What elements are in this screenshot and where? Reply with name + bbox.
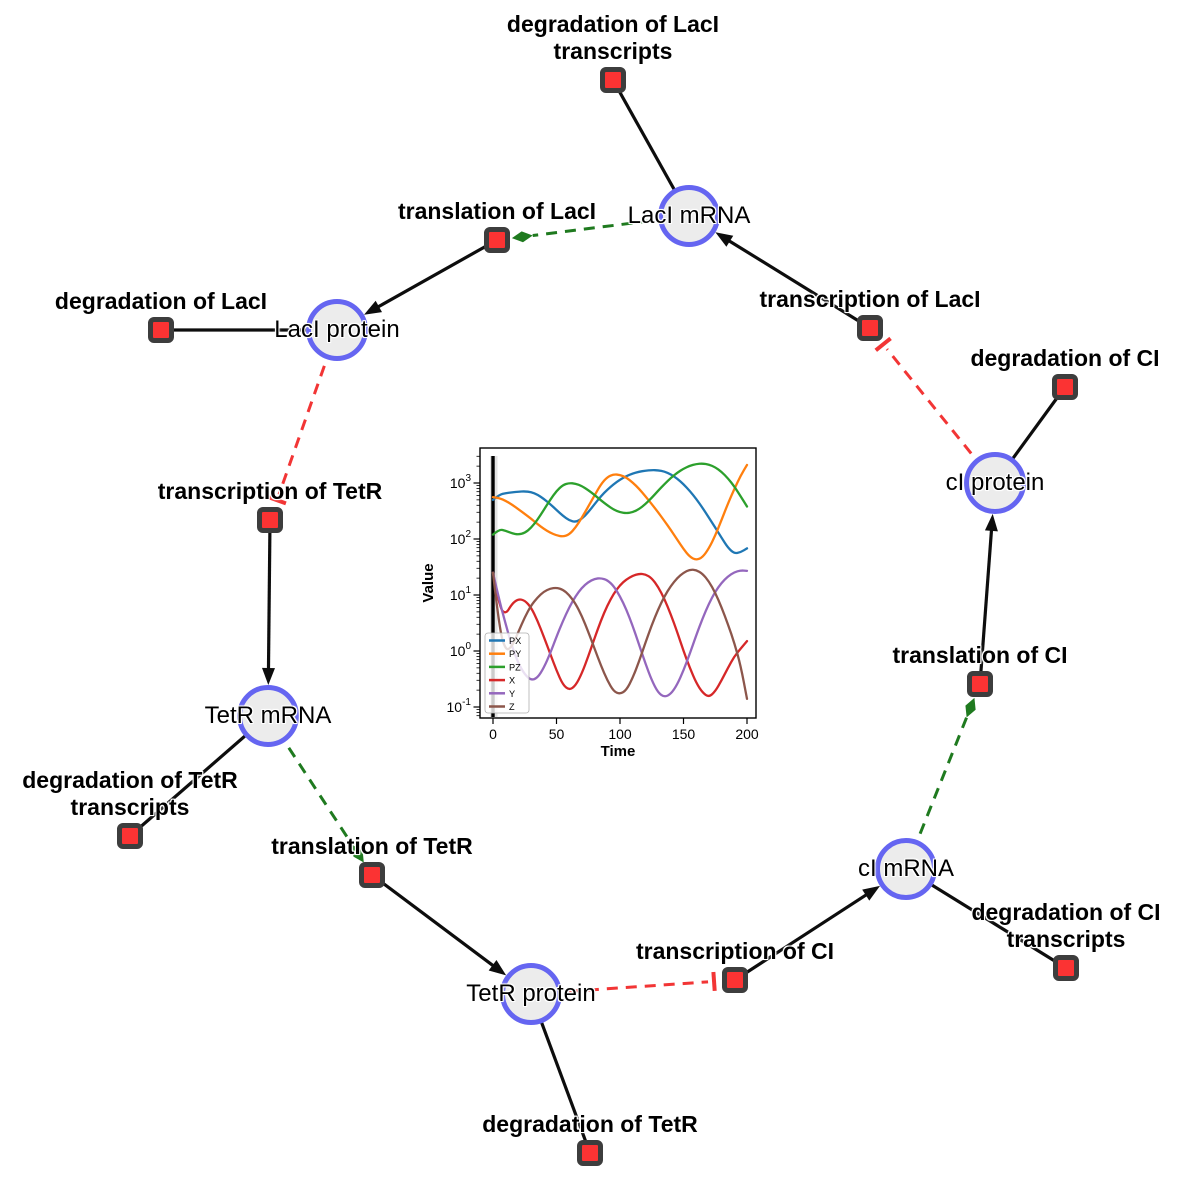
legend-label-Y: Y bbox=[509, 689, 515, 699]
y-tick-label: 101 bbox=[450, 585, 472, 603]
y-axis-title: Value bbox=[420, 563, 437, 602]
reaction-node-tx_ci[interactable] bbox=[722, 967, 748, 993]
species-node-laci_protein[interactable] bbox=[306, 299, 368, 361]
species-label-ci_mrna: cI mRNA bbox=[858, 855, 954, 882]
edge-transl_ci-ci_protein-arrowhead bbox=[984, 513, 998, 532]
edge-ci_protein-tx_laci-tbar bbox=[874, 336, 892, 352]
edge-ci_mrna-transl_ci-diamond bbox=[965, 697, 976, 718]
series-Z-line bbox=[491, 568, 749, 700]
legend-label-PZ: PZ bbox=[509, 662, 521, 672]
reaction-label-line: transcription of TetR bbox=[157, 478, 383, 504]
species-label-ci_protein: cI protein bbox=[945, 469, 1045, 496]
y-tick-label: 103 bbox=[450, 473, 472, 491]
reaction-label-line: translation of CI bbox=[892, 642, 1068, 668]
reaction-node-tx_laci[interactable] bbox=[857, 315, 883, 341]
reaction-label-deg_laci_tx: degradation of LacI transcripts bbox=[507, 11, 719, 65]
reaction-label-line: transcription of LacI bbox=[759, 286, 981, 312]
legend-label-Z: Z bbox=[509, 702, 515, 712]
y-tick-label: 102 bbox=[450, 529, 472, 547]
reaction-label-line: degradation of CI bbox=[970, 345, 1160, 371]
reaction-label-line: transcripts bbox=[1006, 926, 1126, 952]
reaction-label-deg_laci: degradation of LacI bbox=[55, 288, 267, 315]
reaction-label-line: translation of TetR bbox=[271, 833, 473, 859]
reaction-node-deg_laci[interactable] bbox=[148, 317, 174, 343]
chart-legend: PX PY PZ XYZ bbox=[484, 632, 530, 714]
edge-transl_tetr-tetr_protein bbox=[371, 873, 496, 968]
reaction-node-deg_ci[interactable] bbox=[1052, 374, 1078, 400]
series-PY-line bbox=[491, 463, 749, 561]
reaction-node-deg_laci_tx[interactable] bbox=[600, 67, 626, 93]
edge-transl_ci-ci_protein bbox=[978, 528, 994, 685]
reaction-label-line: transcripts bbox=[553, 38, 673, 64]
species-label-laci_mrna: LacI mRNA bbox=[627, 202, 751, 229]
x-tick-label: 100 bbox=[608, 726, 632, 742]
reaction-label-tx_laci: transcription of LacI bbox=[759, 286, 980, 313]
reaction-label-transl_ci: translation of CI bbox=[892, 642, 1067, 669]
reaction-label-transl_laci: translation of LacI bbox=[398, 198, 596, 225]
reaction-node-transl_tetr[interactable] bbox=[359, 862, 385, 888]
species-node-tetr_mrna[interactable] bbox=[237, 685, 299, 747]
reaction-label-tx_tetr: transcription of TetR bbox=[158, 478, 382, 505]
species-node-ci_protein[interactable] bbox=[964, 452, 1026, 514]
edge-tetr_mrna-transl_tetr-diamond bbox=[352, 844, 364, 863]
reaction-node-deg_tetr[interactable] bbox=[577, 1140, 603, 1166]
edge-transl_laci-laci_protein bbox=[376, 238, 498, 309]
species-label-laci_protein: LacI protein bbox=[274, 316, 400, 343]
edge-tx_laci-laci_mrna bbox=[727, 238, 871, 330]
edge-tx_ci-ci_mrna-arrowhead bbox=[862, 885, 880, 901]
series-Y-line bbox=[491, 569, 749, 698]
edge-ci_mrna-deg_ci_tx bbox=[905, 867, 1067, 970]
edge-tx_ci-ci_mrna bbox=[734, 892, 869, 982]
edge-tx_tetr-tetr_mrna bbox=[266, 519, 272, 671]
reaction-node-transl_laci[interactable] bbox=[484, 227, 510, 253]
reaction-label-line: transcription of CI bbox=[635, 938, 835, 964]
legend-label-X: X bbox=[509, 676, 515, 686]
reaction-label-deg_tetr_tx: degradation of TetR transcripts bbox=[22, 767, 238, 821]
reaction-label-transl_tetr: translation of TetR bbox=[271, 833, 472, 860]
reaction-label-deg_ci: degradation of CI bbox=[970, 345, 1159, 372]
y-tick-label: 10-1 bbox=[447, 697, 472, 715]
species-label-tetr_mrna: TetR mRNA bbox=[204, 702, 332, 729]
species-node-ci_mrna[interactable] bbox=[875, 838, 937, 900]
reaction-label-deg_ci_tx: degradation of CI transcripts bbox=[971, 899, 1160, 953]
reaction-node-transl_ci[interactable] bbox=[967, 671, 993, 697]
reaction-node-deg_ci_tx[interactable] bbox=[1053, 955, 1079, 981]
reaction-label-tx_ci: transcription of CI bbox=[636, 938, 834, 965]
x-tick-label: 50 bbox=[549, 726, 565, 742]
edge-laci_mrna-transl_laci-diamond bbox=[511, 231, 533, 243]
reaction-label-line: degradation of LacI bbox=[506, 11, 720, 37]
reaction-label-line: translation of LacI bbox=[397, 198, 597, 224]
edge-tetr_protein-tx_ci-tbar bbox=[711, 971, 717, 992]
legend-label-PX: PX bbox=[509, 636, 521, 646]
edge-tx_laci-laci_mrna-arrowhead bbox=[715, 232, 734, 247]
edge-transl_tetr-tetr_protein-arrowhead bbox=[488, 960, 507, 976]
reaction-node-deg_tetr_tx[interactable] bbox=[117, 823, 143, 849]
species-label-tetr_protein: TetR protein bbox=[466, 980, 596, 1007]
edge-transl_laci-laci_protein-arrowhead bbox=[364, 300, 383, 315]
reaction-label-line: transcripts bbox=[70, 794, 190, 820]
reaction-label-line: degradation of TetR bbox=[22, 767, 238, 793]
series-X-line bbox=[491, 571, 749, 698]
x-axis-title: Time bbox=[601, 743, 636, 760]
reaction-label-line: degradation of TetR bbox=[482, 1111, 698, 1137]
y-tick-label: 100 bbox=[450, 641, 472, 659]
reaction-label-line: degradation of CI bbox=[971, 899, 1161, 925]
edge-tx_tetr-tetr_mrna-arrowhead bbox=[261, 667, 275, 686]
x-tick-label: 150 bbox=[672, 726, 696, 742]
species-node-laci_mrna[interactable] bbox=[658, 185, 720, 247]
reaction-label-deg_tetr: degradation of TetR bbox=[482, 1111, 698, 1138]
reaction-label-line: degradation of LacI bbox=[54, 288, 268, 314]
series-PZ-line bbox=[491, 462, 749, 536]
x-tick-label: 200 bbox=[735, 726, 759, 742]
series-PX-line bbox=[491, 469, 749, 555]
x-tick-label: 0 bbox=[489, 726, 497, 742]
legend-label-PY: PY bbox=[509, 649, 521, 659]
reaction-node-tx_tetr[interactable] bbox=[257, 507, 283, 533]
edge-laci_protein-tx_tetr-tbar bbox=[267, 495, 287, 506]
species-node-tetr_protein[interactable] bbox=[500, 963, 562, 1025]
